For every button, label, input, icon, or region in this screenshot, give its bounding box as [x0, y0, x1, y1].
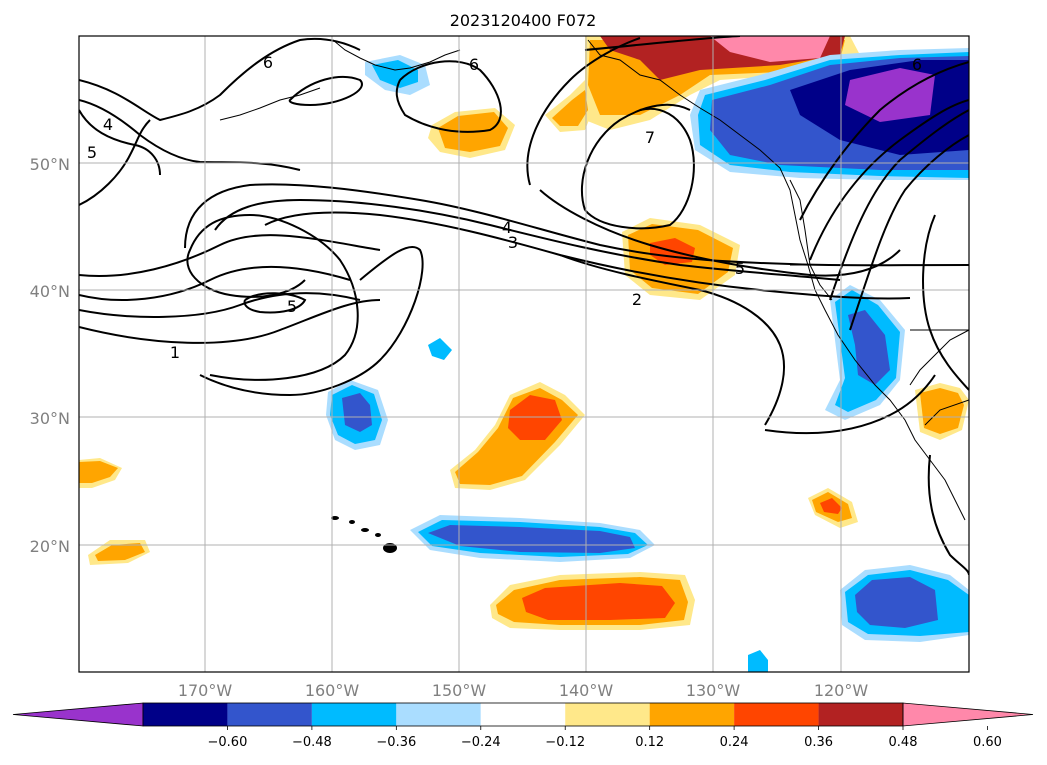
map-title: 2023120400 F072 — [450, 11, 597, 30]
colorbar-tick-label: −0.60 — [208, 735, 248, 750]
colorbar-tick-label: 0.48 — [889, 735, 918, 750]
shaded-field — [79, 36, 969, 672]
contour-label: 6 — [263, 53, 273, 72]
lon-label: 140°W — [559, 681, 614, 700]
colorbar-tick-label: −0.24 — [461, 735, 501, 750]
contour-label: 4 — [103, 115, 113, 134]
colorbar-swatch — [565, 703, 650, 726]
colorbar-swatch — [818, 703, 903, 726]
colorbar-tick-label: 0.36 — [804, 735, 833, 750]
lon-label: 130°W — [686, 681, 741, 700]
colorbar-tick-label: 0.24 — [720, 735, 749, 750]
contour-label: 2 — [632, 290, 642, 309]
contour-label: 6 — [469, 55, 479, 74]
map-frame — [78, 35, 970, 673]
contour-label: 6 — [912, 55, 922, 74]
contour-label: 5 — [735, 259, 745, 278]
colorbar-swatch — [649, 703, 735, 726]
colorbar-tick-label: −0.36 — [376, 735, 416, 750]
contour-labels: 6 6 6 4 5 7 4 3 5 2 5 1 — [87, 53, 922, 362]
contour-label: 7 — [645, 128, 655, 147]
latitude-labels: 20°N 30°N 40°N 50°N — [30, 155, 70, 556]
colorbar-extend-high — [902, 702, 1034, 727]
longitude-labels: 170°W 160°W 150°W 140°W 130°W 120°W — [178, 681, 869, 700]
contour-label: 1 — [170, 343, 180, 362]
colorbar-frame — [142, 702, 904, 727]
map-panel: 6 6 6 4 5 7 4 3 5 2 5 1 — [78, 35, 970, 673]
lon-label: 120°W — [814, 681, 869, 700]
lon-label: 150°W — [432, 681, 487, 700]
contour-label: 3 — [508, 233, 518, 252]
colorbar-swatch — [311, 703, 397, 726]
colorbar-extend-low — [12, 702, 144, 727]
colorbar-swatch — [480, 703, 566, 726]
lat-label: 40°N — [30, 282, 70, 301]
lat-label: 30°N — [30, 409, 70, 428]
lat-label: 50°N — [30, 155, 70, 174]
colorbar-tick-label: 0.12 — [635, 735, 664, 750]
lat-label: 20°N — [30, 537, 70, 556]
colorbar-tick-label: −0.48 — [292, 735, 332, 750]
contour-label: 5 — [87, 143, 97, 162]
colorbar-swatch — [734, 703, 819, 726]
colorbar-swatch — [396, 703, 481, 726]
colorbar-swatch — [227, 703, 312, 726]
lon-label: 160°W — [305, 681, 360, 700]
contour-label: 4 — [502, 218, 512, 237]
colorbar-tick-label: 0.60 — [973, 735, 1002, 750]
lon-label: 170°W — [178, 681, 233, 700]
colorbar-swatch — [143, 703, 228, 726]
contour-lines — [79, 36, 969, 576]
gridlines — [79, 36, 969, 672]
contour-label: 5 — [287, 297, 297, 316]
colorbar: −0.60 −0.48 −0.36 −0.24 −0.12 0.12 0.24 0.36 0.4… — [12, 702, 1034, 750]
colorbar-tick-label: −0.12 — [545, 735, 585, 750]
